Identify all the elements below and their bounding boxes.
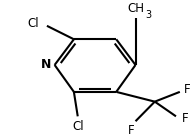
Text: F: F: [182, 112, 188, 125]
Text: N: N: [40, 59, 51, 71]
Text: Cl: Cl: [28, 17, 39, 30]
Text: F: F: [128, 124, 135, 137]
Text: CH: CH: [127, 2, 144, 15]
Text: F: F: [184, 83, 190, 96]
Text: 3: 3: [145, 10, 151, 20]
Text: Cl: Cl: [72, 120, 84, 133]
